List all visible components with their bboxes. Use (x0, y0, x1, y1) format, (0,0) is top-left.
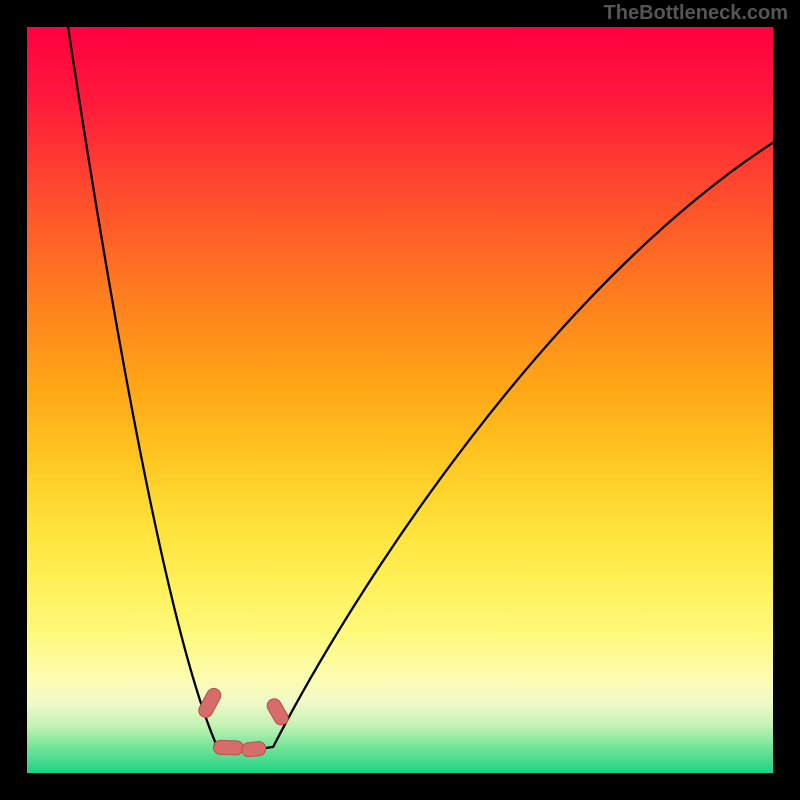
data-marker (241, 741, 266, 757)
watermark-text: TheBottleneck.com (604, 2, 788, 25)
plot-background (27, 27, 773, 773)
bottleneck-curve-chart (0, 0, 800, 800)
data-marker (213, 740, 243, 755)
